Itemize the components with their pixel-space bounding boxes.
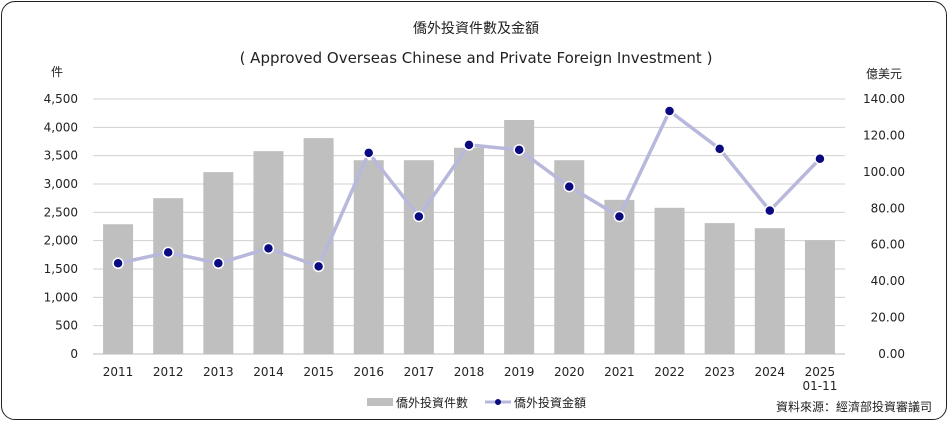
bar [604, 199, 635, 354]
right-tick-label: 20.00 [871, 311, 905, 325]
bar [804, 240, 835, 354]
right-tick-label: 120.00 [863, 128, 905, 142]
x-tick-label: 2013 [203, 365, 234, 379]
left-tick-label: 4,500 [44, 92, 78, 106]
amount-point [262, 242, 275, 255]
amount-point [162, 246, 174, 259]
bar [153, 198, 184, 354]
left-axis-unit: 件 [51, 65, 63, 79]
x-tick-label: 2020 [554, 365, 585, 379]
chart-subtitle: ( Approved Overseas Chinese and Private … [240, 49, 713, 67]
x-tick-label: 2021 [604, 365, 635, 379]
x-tick-label: 01-11 [802, 379, 837, 393]
legend: 僑外投資件數 僑外投資金額 [367, 395, 586, 410]
x-tick-label: 2018 [454, 365, 485, 379]
legend-line-label: 僑外投資金額 [514, 395, 586, 410]
right-axis-unit: 億美元 [866, 67, 902, 81]
x-tick-label: 2016 [353, 365, 384, 379]
left-tick-label: 3,500 [44, 149, 78, 163]
amount-point [513, 144, 525, 156]
x-tick-label: 2024 [755, 365, 786, 379]
x-tick-label: 2014 [253, 365, 284, 379]
left-tick-label: 2,500 [44, 205, 78, 219]
bar [704, 223, 735, 354]
left-tick-label: 500 [55, 319, 78, 333]
legend-bar-label: 僑外投資件數 [396, 395, 468, 410]
amount-point [463, 139, 475, 151]
bar [754, 228, 785, 354]
bar [403, 160, 434, 354]
amount-point [312, 260, 325, 273]
amount-point [112, 257, 124, 270]
amount-point [764, 204, 776, 217]
chart-frame [1, 1, 947, 420]
left-tick-label: 2,000 [44, 234, 78, 248]
right-tick-label: 80.00 [871, 201, 905, 215]
x-tick-label: 2023 [704, 365, 735, 379]
x-tick-label: 2025 [805, 365, 836, 379]
right-tick-label: 140.00 [863, 92, 905, 106]
left-tick-label: 3,000 [44, 177, 78, 191]
bar [654, 207, 685, 354]
amount-point [212, 257, 225, 270]
amount-point [362, 147, 375, 159]
amount-point [613, 210, 626, 223]
x-tick-label: 2012 [153, 365, 184, 379]
right-tick-label: 100.00 [863, 165, 905, 179]
x-tick-label: 2015 [303, 365, 334, 379]
left-tick-label: 1,000 [44, 290, 78, 304]
x-tick-label: 2017 [404, 365, 435, 379]
right-tick-label: 40.00 [871, 274, 905, 288]
amount-point [814, 152, 826, 165]
source-note: 資料來源：經濟部投資審議司 [776, 399, 932, 414]
x-tick-label: 2022 [654, 365, 685, 379]
x-tick-label: 2011 [103, 365, 134, 379]
bar [454, 147, 484, 354]
chart-title: 僑外投資件數及金額 [413, 21, 539, 37]
bar [103, 224, 134, 354]
left-tick-label: 0 [70, 347, 78, 361]
amount-point [413, 210, 425, 223]
amount-point [563, 180, 576, 193]
x-tick-label: 2019 [504, 365, 535, 379]
right-tick-label: 0.00 [878, 347, 905, 361]
legend-bar-swatch [367, 398, 393, 406]
amount-point [713, 143, 726, 155]
legend-line-marker [495, 399, 501, 405]
left-tick-label: 4,000 [44, 120, 78, 134]
bar [353, 160, 384, 354]
amount-point [663, 105, 676, 117]
right-tick-label: 60.00 [871, 238, 905, 252]
left-tick-label: 1,500 [44, 262, 78, 276]
